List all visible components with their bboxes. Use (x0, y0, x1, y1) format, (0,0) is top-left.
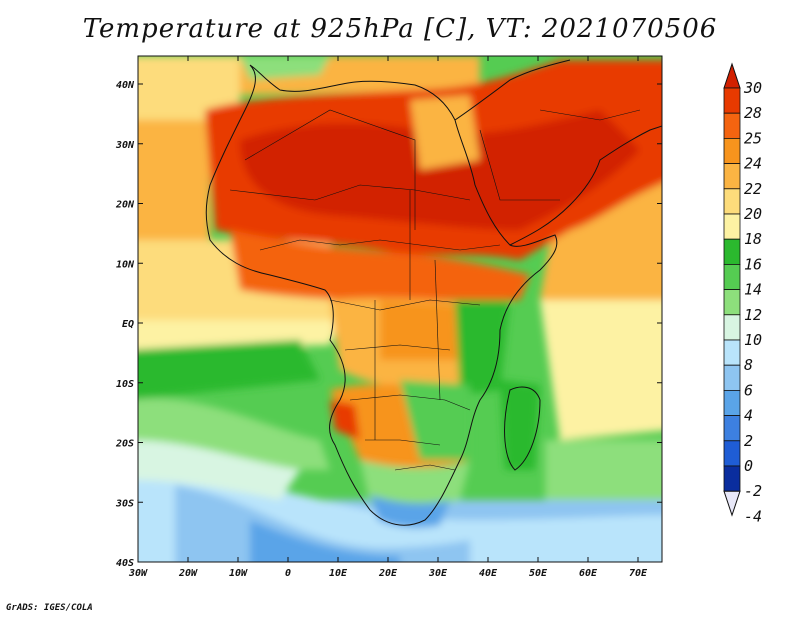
credit-text: GrADS: IGES/COLA (6, 603, 93, 613)
colorbar-label: 0 (744, 457, 753, 475)
lon-tick-label: 50E (529, 568, 548, 579)
colorbar-swatch (723, 440, 741, 467)
lat-tick-label: EQ (122, 319, 134, 330)
lon-tick-label: 40E (479, 568, 498, 579)
plot-frame (137, 55, 663, 563)
lat-axis: 40N 30N 20N 10N EQ 10S 20S 30S 40S (115, 80, 662, 569)
map-title: Temperature at 925hPa [C], VT: 202107050… (82, 14, 718, 44)
colorbar-label: 16 (744, 255, 762, 273)
lon-tick-label: 10E (329, 568, 348, 579)
colorbar-swatch (723, 188, 741, 215)
lon-tick-label: 20W (178, 568, 198, 579)
lat-tick-label: 20N (115, 200, 135, 211)
colorbar-top-arrow (723, 62, 741, 89)
colorbar-swatch (723, 289, 741, 316)
lon-tick-label: 20E (378, 568, 398, 579)
colorbar-swatch (723, 87, 741, 114)
colorbar-label: 8 (744, 356, 753, 374)
colorbar-label: 28 (744, 104, 762, 122)
lat-tick-label: 10N (116, 259, 135, 270)
colorbar-label: 30 (743, 79, 762, 97)
colorbar-swatch (723, 137, 741, 164)
colorbar-bottom-arrow (723, 490, 741, 517)
colorbar-swatch (723, 263, 741, 290)
lon-tick-label: 70E (629, 568, 648, 579)
colorbar-label: 2 (744, 432, 753, 450)
lat-tick-label: 40N (116, 80, 135, 91)
colorbar-label: -2 (744, 482, 762, 500)
colorbar-label: 22 (744, 180, 762, 198)
lat-tick-label: 20S (115, 439, 134, 450)
lon-tick-label: 30E (428, 568, 448, 579)
colorbar-label: 14 (744, 281, 762, 299)
colorbar-label: 4 (744, 407, 753, 425)
colorbar-swatch (723, 364, 741, 391)
colorbar-swatch (723, 389, 741, 416)
colorbar-label: 25 (744, 129, 762, 147)
lat-tick-label: 30N (115, 140, 135, 151)
lat-tick-label: 40S (116, 558, 134, 569)
colorbar-swatch (723, 465, 741, 492)
lon-tick-label: 10W (229, 568, 248, 579)
colorbar-label: 12 (744, 306, 762, 324)
lon-axis: 30W 20W 10W 0 10E 20E 30E 40E 50E 60E 70E (128, 56, 648, 579)
colorbar-label: 10 (744, 331, 762, 349)
colorbar-label: 24 (744, 155, 762, 173)
colorbar-swatch (723, 415, 741, 442)
lon-tick-label: 0 (285, 568, 291, 579)
colorbar-swatch (723, 163, 741, 190)
colorbar-swatch (723, 339, 741, 366)
temperature-field (138, 56, 662, 562)
colorbar-label: 18 (744, 230, 762, 248)
lat-tick-label: 10S (116, 379, 134, 390)
colorbar-swatch (723, 112, 741, 139)
colorbar-swatch (723, 213, 741, 240)
lon-tick-label: 30W (128, 568, 148, 579)
colorbar-swatch (723, 238, 741, 265)
colorbar-swatch (723, 314, 741, 341)
colorbar-label: 20 (744, 205, 762, 223)
lat-tick-label: 30S (115, 498, 134, 509)
colorbar-label: -4 (744, 507, 762, 525)
lon-tick-label: 60E (579, 568, 598, 579)
colorbar-label: 6 (744, 381, 753, 399)
